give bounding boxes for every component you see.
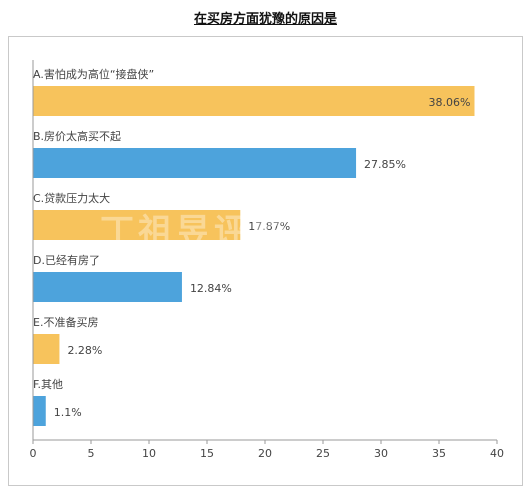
data-label: 17.87% [248,220,290,233]
data-label: 1.1% [54,406,82,419]
bar [33,396,46,426]
x-tick-label: 35 [432,447,446,460]
x-tick-label: 25 [316,447,330,460]
category-label: B.房价太高买不起 [33,129,121,143]
bar [33,148,357,178]
x-tick-label: 5 [88,447,95,460]
data-label: 27.85% [364,158,406,171]
bar [33,334,60,364]
x-tick-label: 0 [30,447,37,460]
data-label: 2.28% [67,344,102,357]
bar [33,86,475,116]
category-label: E.不准备买房 [33,315,98,329]
chart-title: 在买房方面犹豫的原因是 [193,12,337,27]
category-label: A.害怕成为高位“接盘侠” [33,67,154,81]
data-label: 12.84% [190,282,232,295]
category-label: D.已经有房了 [33,253,100,267]
data-label: 38.06% [429,96,471,109]
x-tick-label: 30 [374,447,388,460]
bar [33,272,182,302]
category-label: F.其他 [33,378,63,391]
x-tick-label: 15 [200,447,214,460]
category-label: C.贷款压力太大 [33,191,110,205]
x-tick-label: 40 [490,447,504,460]
x-tick-label: 20 [258,447,272,460]
bar [33,210,241,240]
chart-frame [8,36,523,486]
x-tick-label: 10 [142,447,156,460]
